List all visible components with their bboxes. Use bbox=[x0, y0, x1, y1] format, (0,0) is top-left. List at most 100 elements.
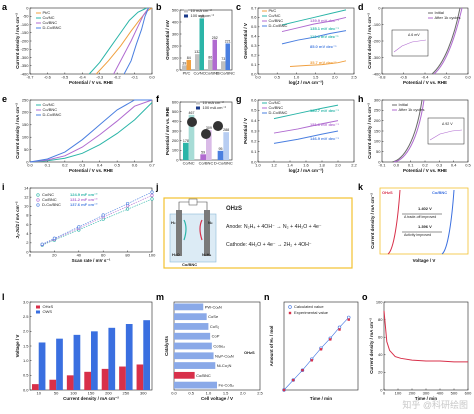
y-tick-label: 0.4 bbox=[251, 34, 257, 39]
x-tick-label: -0.2 bbox=[114, 75, 122, 80]
legend-label: Co/BNC bbox=[43, 20, 58, 25]
bar bbox=[186, 59, 191, 70]
legend-label: 100 mA cm⁻² bbox=[191, 13, 215, 18]
x-tick-label: -0.6 bbox=[400, 75, 408, 80]
anode-reaction: Anode: N₂H₄ + 4OH⁻ → N₂ + 4H₂O + 4e⁻ bbox=[226, 224, 322, 230]
experimental-point bbox=[319, 348, 323, 351]
x-tick-label: 1.5 bbox=[223, 391, 229, 396]
tafel-slope-label: 180.7 mV dec⁻¹ bbox=[310, 108, 339, 113]
chart-h-svg: -0.1 0.0 0.1 0.2 0.3 0.4 0.5 0 50 100 150 200 250 300… bbox=[367, 97, 472, 173]
y-tick-label: 600 bbox=[172, 99, 179, 104]
y-tick-label: 2.0 bbox=[23, 329, 29, 334]
bar-value-label: 288 bbox=[223, 128, 229, 132]
y-tick-label: 400 bbox=[172, 19, 179, 24]
data-point bbox=[77, 225, 81, 229]
y-tick-label: 8 bbox=[26, 213, 29, 218]
y-tick-label: 60 bbox=[378, 335, 383, 340]
y-tick-label: 0.0 bbox=[23, 387, 29, 392]
series-line bbox=[289, 60, 347, 67]
y-axis-label: Overpotential / mV bbox=[165, 20, 170, 60]
bar-value-label: 59 bbox=[201, 150, 205, 154]
bar bbox=[200, 154, 206, 160]
legend-label: Co/BNC bbox=[43, 107, 58, 112]
panel-label-k: k bbox=[358, 182, 364, 192]
panel-m: 0.0 0.5 1.0 1.5 2.0 2.5 Cell voltage / V Cataly… bbox=[160, 296, 264, 410]
inset-label: Δ 6 mV bbox=[408, 33, 420, 37]
panel-i: 0 20 40 60 80 100 0 2 4 6 8 10 12 14 Scan rate / mV s⁻… bbox=[8, 184, 156, 270]
plot-frame bbox=[179, 9, 233, 71]
stability-curve bbox=[383, 310, 468, 363]
y-tick-label: 150 bbox=[22, 122, 29, 127]
panel-c: 0.0 0.5 1.0 1.5 2.0 2.5 0.0 0.1 0.2 0.3 0.4 0.5 0.6 0… bbox=[240, 4, 358, 92]
y-tick-label: -150 bbox=[20, 30, 29, 35]
x-tick-label: 1.4 bbox=[287, 163, 293, 168]
legend-label: After 1k cycles bbox=[435, 15, 461, 20]
ohzs-curve bbox=[387, 189, 401, 255]
particle-image bbox=[201, 129, 211, 139]
watermark: 知乎 @科研绘图 bbox=[402, 400, 468, 410]
bar bbox=[56, 338, 63, 390]
x-tick-label: 0.0 bbox=[149, 75, 155, 80]
y-tick-label: 0 bbox=[26, 249, 29, 254]
chart-l-svg: 0.0 0.5 1.0 1.5 2.0 2.5 3.0 Current density / m… bbox=[15, 299, 153, 401]
bar bbox=[174, 352, 214, 360]
panel-j: H₂ N₂ H₂O N₂H₄ Co/BNC OHzS Anode: N₂H₄ +… bbox=[160, 184, 356, 270]
y-axis-label: Amount of H₂ / mol bbox=[269, 326, 274, 367]
y-tick-label: 3.0 bbox=[23, 299, 29, 304]
panel-label-n: n bbox=[264, 292, 270, 302]
x-tick-label: 60 bbox=[101, 253, 106, 258]
panel-label-e: e bbox=[2, 94, 8, 104]
series-line bbox=[281, 30, 347, 45]
bar-value-label: 309 bbox=[206, 126, 212, 130]
experimental-point bbox=[301, 369, 304, 372]
data-point bbox=[125, 207, 130, 211]
x-tick-label: 0.0 bbox=[171, 391, 177, 396]
y-tick-label: 4 bbox=[26, 231, 29, 236]
experimental-point bbox=[329, 338, 332, 341]
x-category-label: 150 bbox=[88, 391, 95, 396]
y-tick-label: 100 bbox=[172, 55, 179, 60]
legend-label: Co/BNC bbox=[269, 105, 284, 110]
calculated-line bbox=[283, 317, 349, 391]
legend-label: Co/BNC bbox=[42, 197, 57, 202]
chart-n-svg: Time / min Amount of H₂ / mol Calculated v… bbox=[269, 301, 359, 401]
bar bbox=[183, 142, 189, 160]
legend-swatch bbox=[288, 305, 292, 309]
chart-g-svg: 1.0 1.2 1.4 1.6 1.8 2.0 2.2 0.0 0.1 0.2 0.3 0.4 0.5 0… bbox=[243, 97, 358, 173]
particle-image bbox=[213, 121, 223, 131]
bar-value-label: 467 bbox=[189, 111, 195, 115]
bar bbox=[221, 61, 226, 70]
y-tick-label: 500 bbox=[172, 7, 179, 12]
h2o-label: H₂O bbox=[172, 252, 180, 257]
y-tick-label: 200 bbox=[172, 138, 179, 143]
legend-label: Initial bbox=[399, 102, 408, 107]
x-axis-label: Cell voltage / V bbox=[201, 396, 233, 401]
legend-label: Calculated value bbox=[294, 304, 324, 309]
bar bbox=[174, 332, 211, 340]
y-tick-label: 0.1 bbox=[251, 149, 257, 154]
legend-label: OHzS bbox=[43, 304, 54, 309]
legend-swatch bbox=[36, 310, 40, 314]
electrode-label: Co/BNC bbox=[182, 262, 197, 267]
y-tick-label: 0.2 bbox=[251, 52, 257, 57]
x-tick-label: 0.0 bbox=[27, 163, 33, 168]
catalyst-label: Ni-Co₂N bbox=[217, 363, 232, 368]
inset-curve bbox=[393, 39, 427, 53]
x-category-label: D-Co/BNC bbox=[216, 71, 235, 76]
plot-frame bbox=[283, 301, 359, 391]
bar bbox=[195, 54, 200, 70]
tafel-slope-label: 139.9 mV dec⁻¹ bbox=[310, 18, 339, 23]
legend-label: Co/NC bbox=[42, 192, 54, 197]
bar bbox=[32, 384, 39, 390]
panel-label-a: a bbox=[2, 2, 8, 12]
legend-swatch bbox=[184, 9, 188, 13]
x-axis-label: Voltage / V bbox=[413, 258, 436, 263]
fit-line bbox=[42, 195, 153, 245]
y-tick-label: -300 bbox=[372, 55, 381, 60]
bar bbox=[91, 331, 98, 390]
x-tick-label: -0.4 bbox=[79, 75, 87, 80]
catalyst-label: PW-CoₓN bbox=[205, 304, 222, 309]
y-axis-label: Potential / mV vs. RHE bbox=[165, 107, 170, 155]
